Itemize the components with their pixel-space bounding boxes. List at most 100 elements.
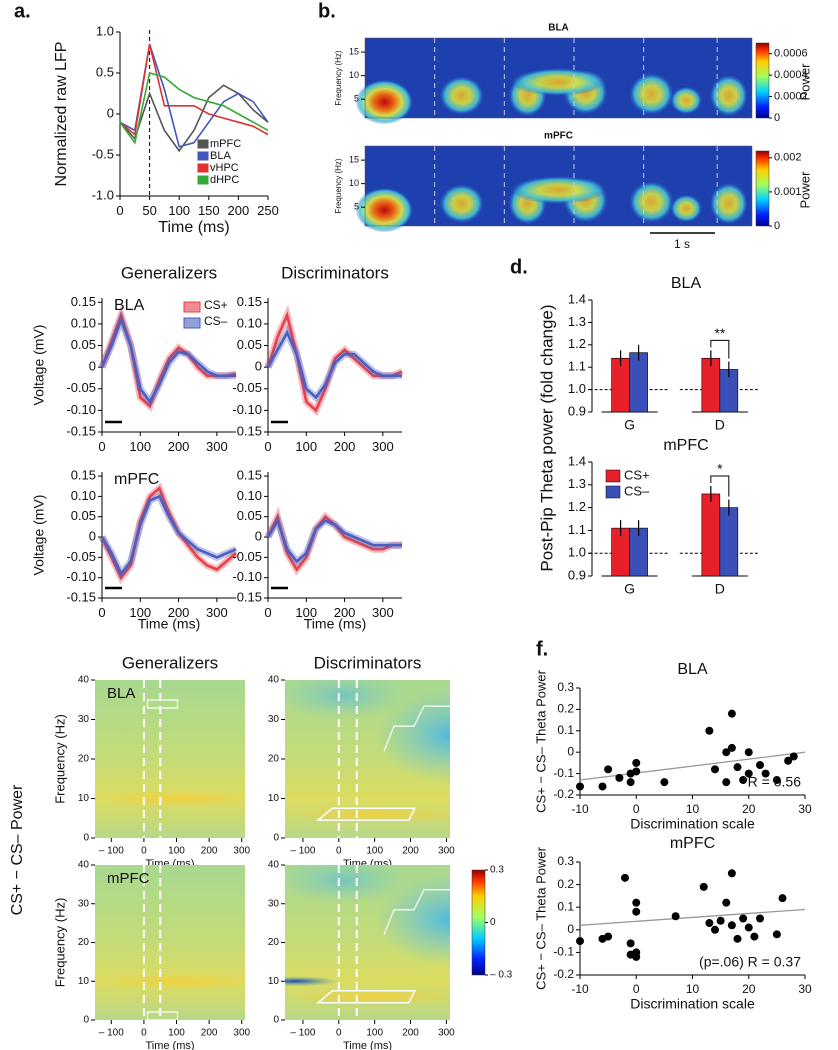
y-tick-label: 1.2 [568,499,586,514]
y-tick-label: 0.10 [237,315,262,330]
x-tick-label: 200 [334,605,356,620]
significance-bracket [710,339,730,359]
colorbar-label: Power [797,63,812,101]
data-point [699,882,708,891]
chart-title: Generalizers [121,263,217,282]
y-tick-label: 0.2 [557,702,574,716]
y-tick-label: 10 [349,178,359,188]
x-axis-label: Time (ms) [138,616,200,632]
y-tick-label: 15 [349,154,359,164]
y-tick-label: 0 [567,922,574,936]
y-tick-label: 0 [89,528,96,543]
x-tick-label: 30 [798,802,812,816]
y-tick-label: 1.1 [568,522,586,537]
significance-contour [146,699,179,709]
x-axis-label: Time (ms) [343,1040,392,1050]
category-label: D [715,417,725,433]
y-tick-label: 40 [268,675,280,686]
series-line [266,329,402,400]
region-label: mPFC [114,471,159,488]
data-point [632,898,641,907]
significance-contour [383,889,450,935]
colorbar-tick-label: 0 [774,220,780,232]
x-tick-label: 200 [168,605,190,620]
x-tick-label: 100 [168,1028,185,1039]
y-axis-label: CS+ − CS– Theta Power [533,846,548,990]
frame [364,145,753,227]
legend-swatch [183,317,201,329]
data-point [772,776,781,785]
y-tick-label: -0.1 [553,766,574,780]
x-tick-label: 200 [201,846,218,857]
x-axis-label: Discrimination scale [630,816,755,832]
spectral-power [628,181,674,223]
trace-band [264,512,402,567]
y-tick-label: 0.15 [237,294,262,309]
colorbar [755,150,770,227]
y-axis-label: Frequency (Hz) [52,714,67,804]
x-tick-label: 100 [168,203,190,218]
data-point [598,782,607,791]
y-tick-label: 1.4 [568,453,586,468]
x-tick-label: 150 [198,203,220,218]
data-point [632,952,641,961]
spectral-power [709,74,748,117]
spectral-power [628,73,674,115]
x-tick-label: 50 [142,203,156,218]
negative-region [375,872,450,966]
y-tick-label: 0.9 [568,403,586,418]
legend-label: CS– [204,314,228,328]
significance-contour [383,705,450,752]
y-tick-label: 0 [255,359,262,374]
data-point [744,769,753,778]
y-tick-label: 0 [255,528,262,543]
x-tick-label: 0 [116,203,123,218]
y-axis-label: Voltage (mV) [31,495,47,576]
y-tick-label: 0.05 [237,337,262,352]
panel-label: d. [510,256,528,278]
heatmap-body [95,680,245,838]
data-point [733,763,742,772]
data-point [626,778,635,787]
data-point [756,914,764,923]
heatmap-bg [95,680,245,838]
heatmap [285,680,450,838]
data-point [739,914,748,923]
y-tick-label: -0.15 [66,423,96,438]
y-axis-label: Voltage (mV) [31,325,47,406]
series-line [119,84,269,153]
x-tick-label: 300 [372,439,394,454]
data-point [621,873,629,882]
x-tick-label: 100 [168,846,185,857]
y-axis-label: CS+ − CS– Theta Power [533,669,548,813]
x-tick-label: 300 [233,846,250,857]
chart-title: BLA [548,23,569,34]
category-label: G [624,581,635,597]
legend-swatch [183,301,201,313]
y-tick-label: 10 [268,793,280,804]
y-axis-label: Frequency (Hz) [52,898,67,988]
y-tick-label: -0.1 [553,945,574,959]
colorbar-label: Power [797,171,812,209]
legend-label: dHPC [210,174,239,186]
x-tick-label: 100 [295,605,317,620]
data-point [576,782,584,791]
data-point [727,709,736,718]
bar [719,507,739,577]
panel-label: b. [318,0,336,22]
data-point [772,930,781,939]
chart-title: Discriminators [281,263,389,282]
spectral-power [670,194,703,223]
x-tick-label: 100 [129,439,151,454]
y-tick-label: -0.15 [232,423,262,438]
x-tick-label: 200 [334,439,356,454]
data-point [761,769,770,778]
y-tick-label: 30 [268,898,280,909]
x-tick-label: 200 [402,1028,419,1039]
bar [701,493,721,577]
significance: ** [714,325,725,341]
spectral-power [510,68,607,96]
x-tick-label: 0 [336,1028,342,1039]
significance-contour [315,990,416,1004]
